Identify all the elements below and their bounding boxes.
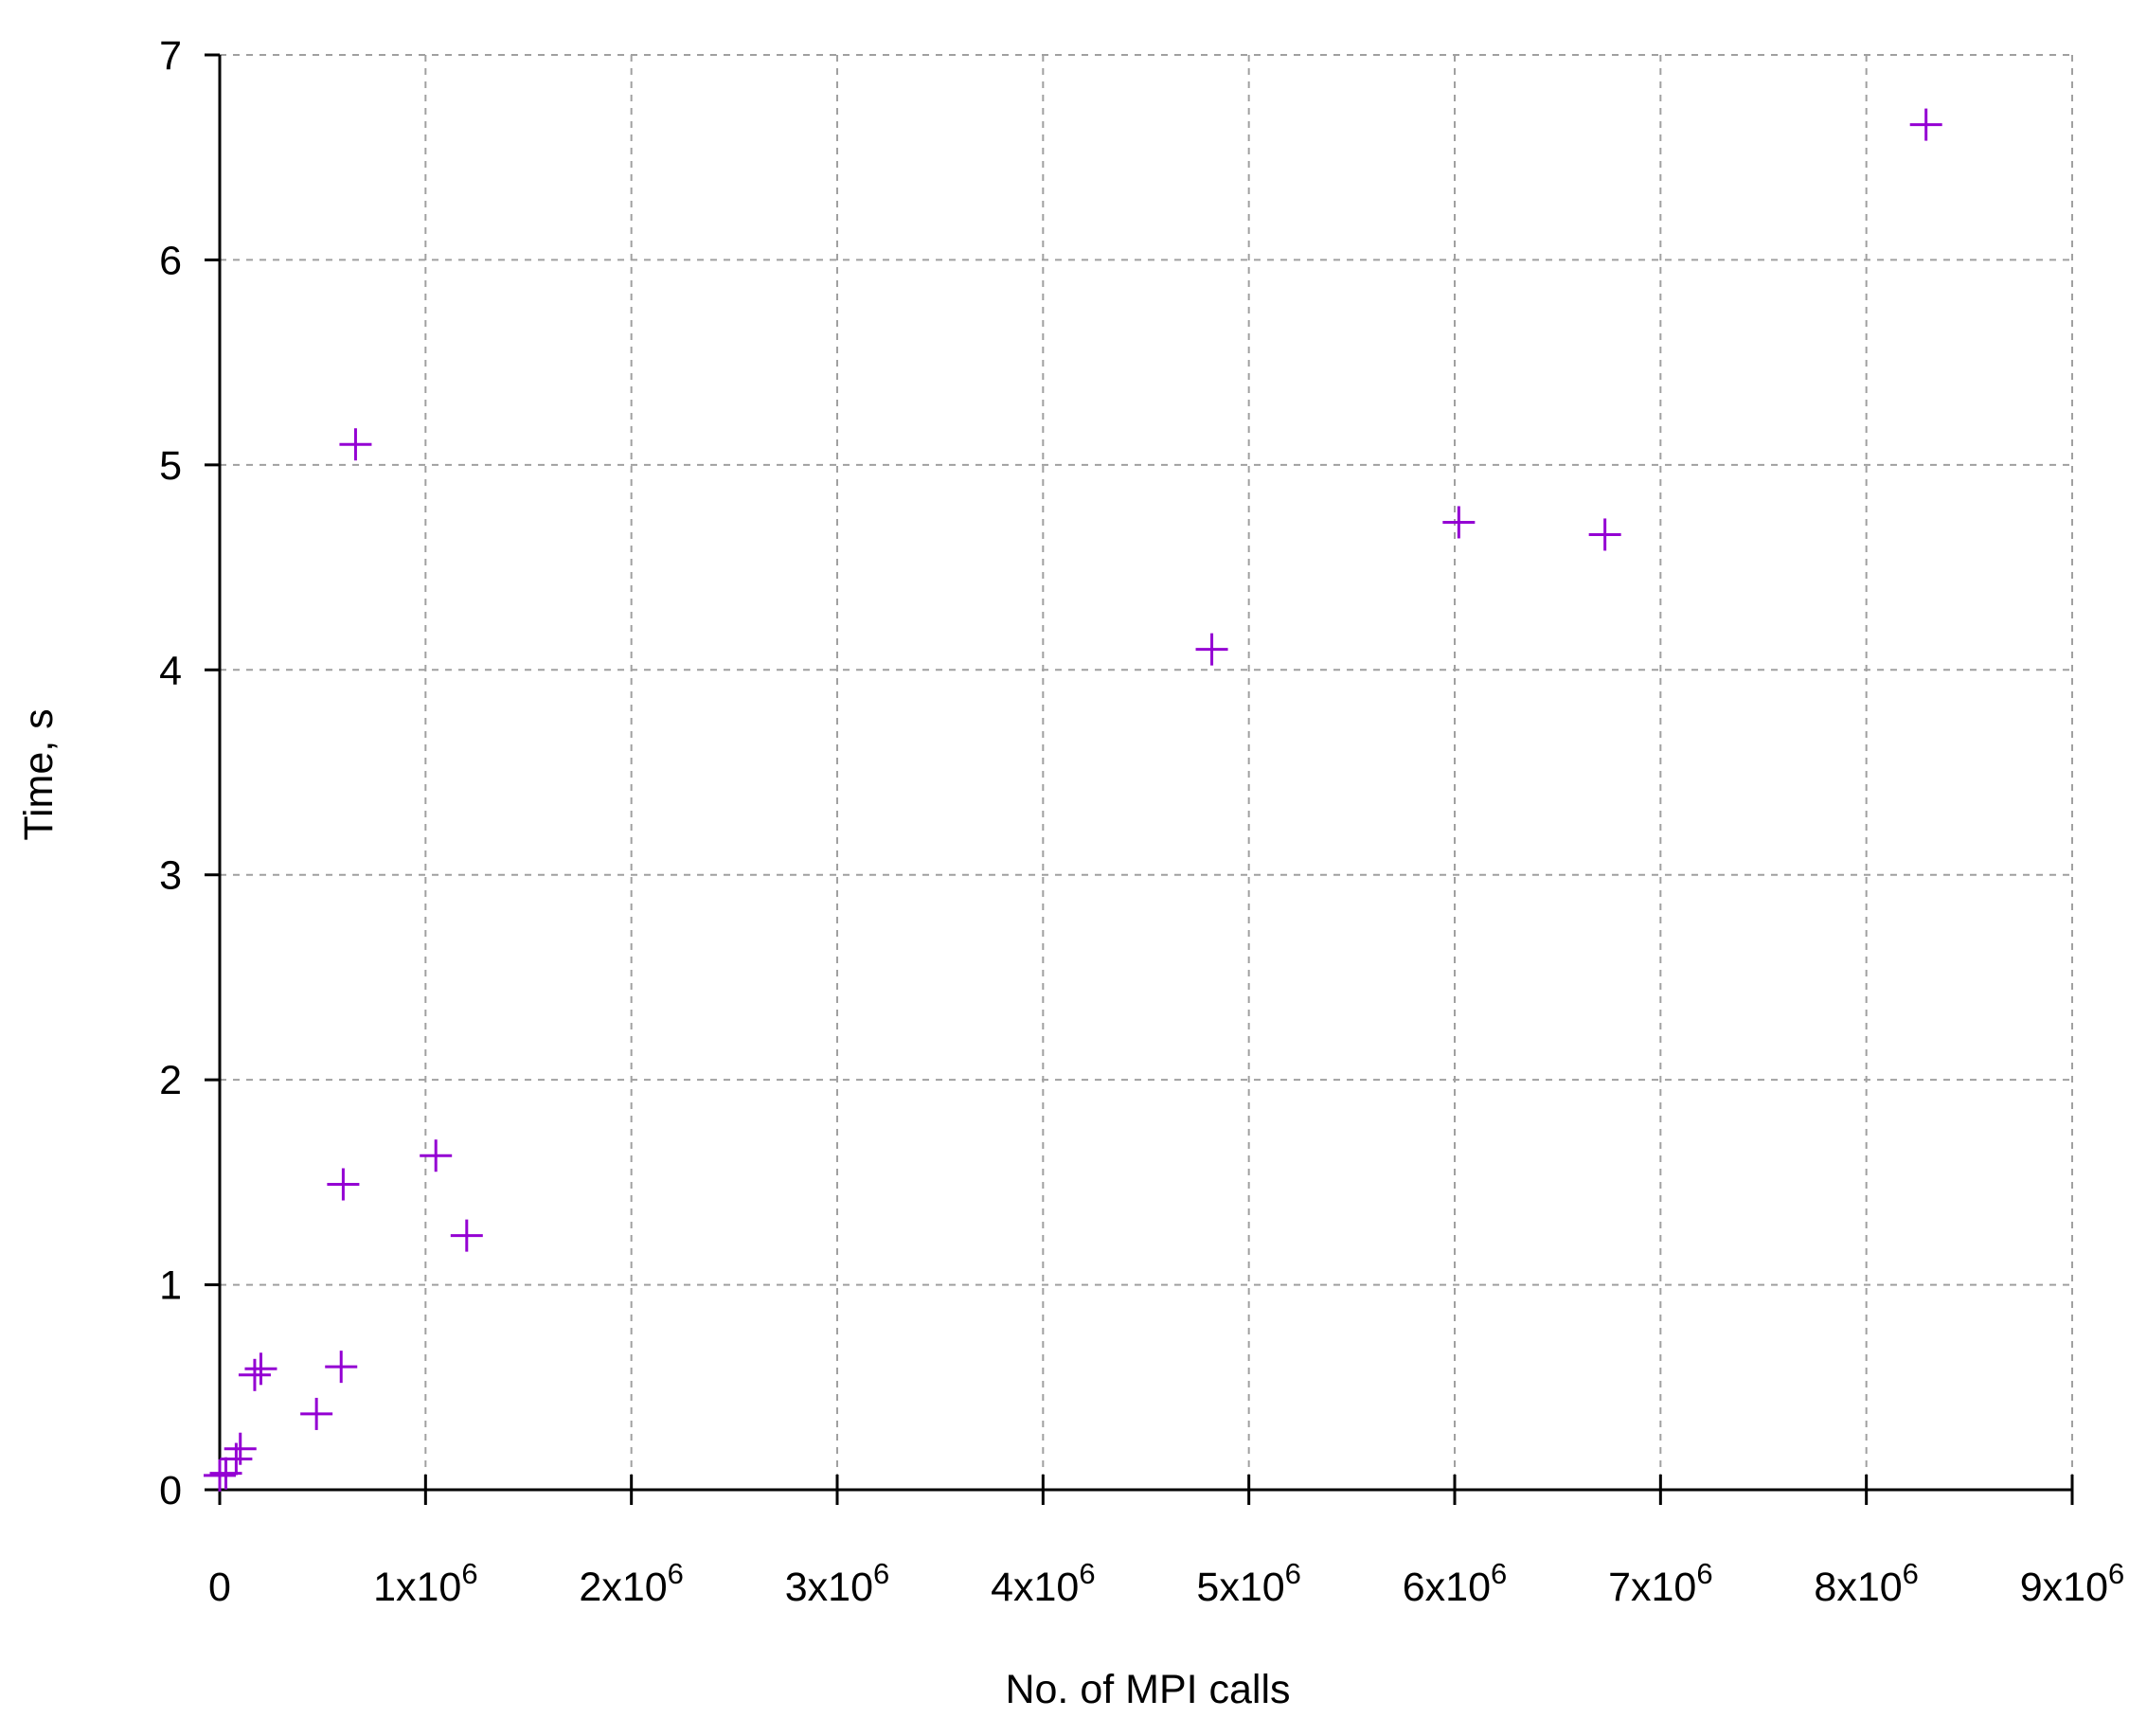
data-point	[300, 1397, 333, 1430]
x-tick-label: 0	[208, 1565, 231, 1610]
data-points	[204, 108, 1942, 1492]
y-tick-label: 7	[159, 33, 182, 79]
x-tick-label-base: 5x10	[1196, 1565, 1284, 1610]
x-tick-label: 4x106	[991, 1557, 1096, 1610]
data-point	[244, 1352, 277, 1386]
x-tick-label-exponent: 6	[1491, 1557, 1507, 1590]
x-tick-label-exponent: 6	[1696, 1557, 1712, 1590]
data-point	[238, 1358, 271, 1391]
data-point	[1442, 506, 1476, 539]
data-point	[1588, 518, 1621, 551]
x-tick-label: 5x106	[1196, 1557, 1301, 1610]
x-tick-label-exponent: 6	[1079, 1557, 1095, 1590]
grid	[220, 54, 2073, 1490]
x-tick-label-base: 4x10	[991, 1565, 1079, 1610]
data-point	[339, 428, 372, 461]
x-tick-label-base: 1x10	[373, 1565, 461, 1610]
x-tick-label-exponent: 6	[873, 1557, 889, 1590]
data-point	[224, 1432, 257, 1465]
x-tick-label: 2x106	[579, 1557, 684, 1610]
data-point	[325, 1351, 358, 1384]
y-tick-label: 0	[159, 1468, 182, 1513]
tick-labels: 0 1x106 2x106 3x106 4x106 5x106 6x106 7x106 8x10…	[159, 33, 2124, 1610]
x-tick-label-base: 0	[208, 1565, 231, 1610]
y-axis-title: Time, s	[16, 708, 62, 840]
x-tick-label-exponent: 6	[461, 1557, 477, 1590]
y-tick-label: 6	[159, 238, 182, 283]
x-tick-label-base: 3x10	[785, 1565, 873, 1610]
x-tick-label: 6x106	[1403, 1557, 1508, 1610]
x-tick-label-base: 7x10	[1608, 1565, 1696, 1610]
ticks	[205, 53, 2074, 1505]
x-tick-label: 3x106	[785, 1557, 890, 1610]
x-tick-label: 8x106	[1814, 1557, 1918, 1610]
x-tick-label-exponent: 6	[668, 1557, 684, 1590]
x-tick-label-base: 9x10	[2020, 1565, 2108, 1610]
x-tick-label-exponent: 6	[1903, 1557, 1919, 1590]
data-point	[1909, 108, 1942, 141]
x-tick-label-exponent: 6	[1285, 1557, 1301, 1590]
data-point	[204, 1459, 236, 1492]
x-tick-label: 7x106	[1608, 1557, 1713, 1610]
data-point	[327, 1168, 360, 1201]
data-point	[420, 1139, 453, 1172]
x-tick-label-base: 8x10	[1814, 1565, 1902, 1610]
x-tick-label-base: 6x10	[1403, 1565, 1491, 1610]
data-point	[450, 1219, 483, 1252]
x-tick-label-exponent: 6	[2108, 1557, 2124, 1590]
y-tick-label: 5	[159, 443, 182, 489]
x-tick-label: 1x106	[373, 1557, 478, 1610]
x-axis-title: No. of MPI calls	[1005, 1667, 1290, 1712]
y-tick-label: 1	[159, 1263, 182, 1309]
x-tick-label-base: 2x10	[579, 1565, 667, 1610]
axes	[218, 55, 2072, 1492]
y-tick-label: 4	[159, 648, 182, 693]
y-tick-label: 3	[159, 853, 182, 899]
data-point	[1195, 633, 1228, 666]
y-tick-label: 2	[159, 1058, 182, 1103]
x-tick-label: 9x106	[2020, 1557, 2125, 1610]
